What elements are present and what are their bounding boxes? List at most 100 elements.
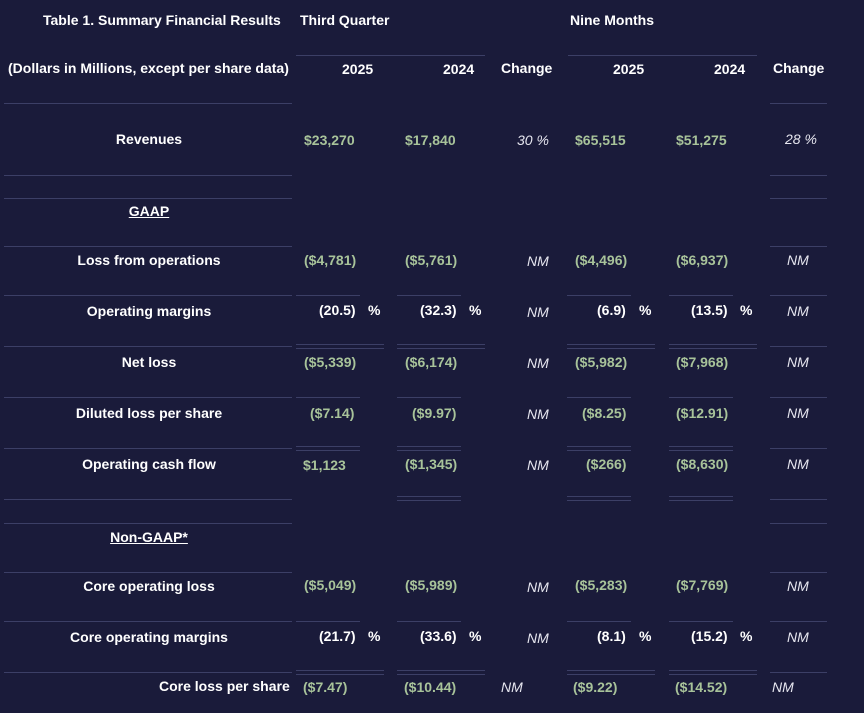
double-underline: [397, 496, 461, 501]
cell-n-2025: (8.1): [597, 628, 626, 644]
percent-sign: %: [639, 302, 652, 318]
double-underline: [669, 496, 733, 501]
divider: [770, 295, 827, 296]
col-header-n-2024: 2024: [714, 61, 746, 77]
divider: [4, 295, 292, 296]
cell-n-change: 28 %: [785, 131, 817, 147]
double-underline: [669, 344, 757, 349]
divider: [4, 672, 292, 673]
divider: [770, 246, 827, 247]
percent-sign: %: [469, 302, 482, 318]
cell-q-2024: ($5,989): [405, 577, 458, 593]
divider: [4, 448, 292, 449]
divider: [397, 295, 461, 296]
group-header-third-quarter: Third Quarter: [300, 12, 390, 28]
cell-n-change: NM: [787, 303, 809, 319]
cell-n-2025: $65,515: [575, 132, 626, 148]
cell-n-2025: (6.9): [597, 302, 626, 318]
divider: [669, 621, 733, 622]
cell-n-2025: ($4,496): [575, 252, 628, 268]
cell-n-change: NM: [787, 354, 809, 370]
cell-q-2025: (21.7): [319, 628, 356, 644]
double-underline: [296, 344, 384, 349]
divider: [567, 295, 631, 296]
divider: [770, 672, 827, 673]
divider: [770, 198, 827, 199]
cell-q-2025: ($5,339): [304, 354, 357, 370]
cell-q-change: NM: [527, 579, 549, 595]
cell-q-2024: ($1,345): [405, 456, 458, 472]
cell-n-2024: ($14.52): [675, 679, 728, 695]
cell-n-2025: ($5,982): [575, 354, 628, 370]
cell-q-2025: $23,270: [304, 132, 355, 148]
row-label: Operating margins: [86, 303, 212, 319]
double-underline: [567, 446, 631, 451]
cell-q-change: NM: [527, 253, 549, 269]
group-header-nine-months: Nine Months: [570, 12, 654, 28]
divider: [770, 523, 827, 524]
col-header-q-change: Change: [501, 60, 553, 76]
double-underline: [397, 446, 461, 451]
table-subtitle: (Dollars in Millions, except per share d…: [8, 60, 289, 76]
section-heading-gaap: GAAP: [128, 203, 170, 219]
divider: [770, 621, 827, 622]
divider: [669, 295, 733, 296]
double-underline: [397, 344, 485, 349]
cell-n-change: NM: [772, 679, 794, 695]
percent-sign: %: [368, 302, 381, 318]
cell-n-2024: $51,275: [676, 132, 727, 148]
cell-n-2025: ($9.22): [573, 679, 618, 695]
cell-q-change: NM: [527, 355, 549, 371]
cell-n-2024: ($7,769): [676, 577, 729, 593]
table-title: Table 1. Summary Financial Results: [43, 12, 281, 28]
cell-q-2024: (32.3): [420, 302, 457, 318]
divider: [770, 572, 827, 573]
double-underline: [669, 670, 757, 675]
cell-q-2024: ($10.44): [404, 679, 457, 695]
divider: [4, 175, 292, 176]
percent-sign: %: [740, 302, 753, 318]
col-header-q-2024: 2024: [443, 61, 475, 77]
percent-sign: %: [368, 628, 381, 644]
divider: [669, 397, 733, 398]
cell-n-2024: (13.5): [691, 302, 728, 318]
cell-q-2024: ($6,174): [405, 354, 458, 370]
cell-n-change: NM: [787, 629, 809, 645]
cell-n-2024: (15.2): [691, 628, 728, 644]
cell-n-2024: ($8,630): [676, 456, 729, 472]
cell-q-2024: ($5,761): [405, 252, 458, 268]
divider: [770, 103, 827, 104]
double-underline: [567, 496, 631, 501]
cell-q-change: NM: [527, 406, 549, 422]
cell-q-2024: $17,840: [405, 132, 456, 148]
divider: [568, 55, 757, 56]
row-label: Loss from operations: [77, 252, 221, 268]
cell-q-2025: ($7.14): [310, 405, 355, 421]
double-underline: [567, 344, 655, 349]
divider: [4, 397, 292, 398]
cell-n-change: NM: [787, 405, 809, 421]
row-label: Core operating loss: [83, 578, 215, 594]
cell-q-2024: ($9.97): [412, 405, 457, 421]
divider: [4, 103, 292, 104]
divider: [296, 55, 485, 56]
cell-q-2025: ($4,781): [304, 252, 357, 268]
row-label: Core loss per share: [159, 678, 290, 694]
divider: [296, 397, 360, 398]
cell-q-2024: (33.6): [420, 628, 457, 644]
divider: [770, 175, 827, 176]
divider: [4, 246, 292, 247]
row-label: Revenues: [115, 131, 183, 147]
percent-sign: %: [639, 628, 652, 644]
cell-n-2025: ($8.25): [582, 405, 627, 421]
section-heading-non-gaap: Non-GAAP*: [110, 529, 188, 545]
double-underline: [397, 670, 485, 675]
cell-q-2025: ($5,049): [304, 577, 357, 593]
divider: [4, 523, 292, 524]
divider: [4, 346, 292, 347]
divider: [4, 499, 292, 500]
divider: [567, 621, 631, 622]
cell-n-2025: ($266): [586, 456, 627, 472]
cell-n-2024: ($12.91): [676, 405, 729, 421]
